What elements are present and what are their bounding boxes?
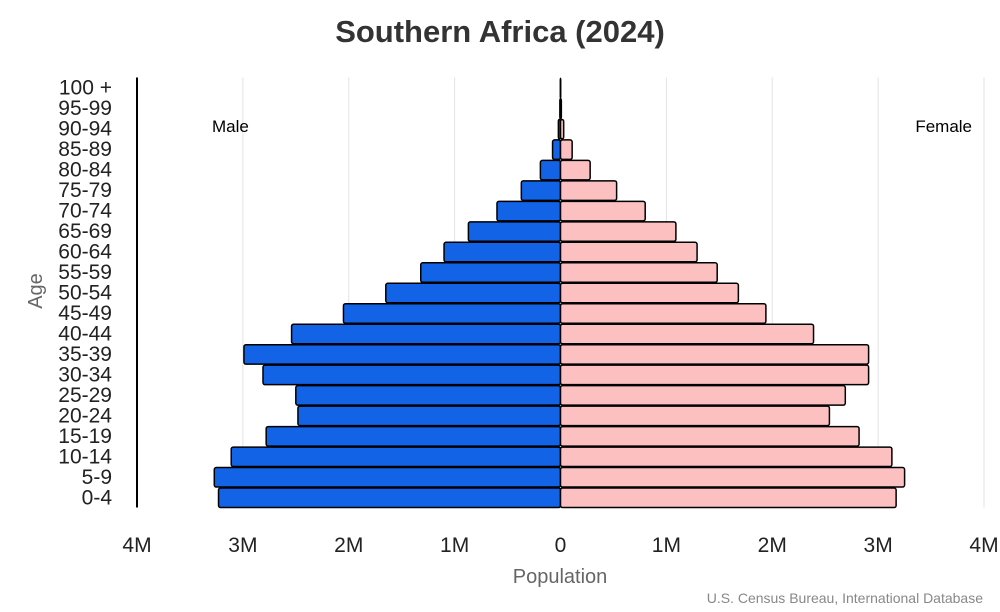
female-bar xyxy=(559,139,573,161)
male-bar xyxy=(243,343,562,365)
x-tick-label: 3M xyxy=(864,534,893,557)
y-tick-label: 95-99 xyxy=(58,97,112,120)
x-tick-label: 0 xyxy=(555,534,567,557)
x-tick-label: 3M xyxy=(228,534,257,557)
male-bar xyxy=(443,241,562,263)
y-tick-label: 15-19 xyxy=(58,425,112,448)
male-bar xyxy=(217,487,562,509)
y-tick-label: 85-89 xyxy=(58,138,112,161)
y-tick-label: 100 + xyxy=(59,77,112,100)
y-tick-label: 20-24 xyxy=(58,404,112,427)
chart-title: Southern Africa (2024) xyxy=(335,14,665,49)
y-tick-label: 90-94 xyxy=(58,118,112,141)
female-bar xyxy=(559,425,860,447)
female-bar xyxy=(559,446,893,468)
y-tick-label: 65-69 xyxy=(58,220,112,243)
female-bar xyxy=(559,262,718,284)
y-tick-label: 45-49 xyxy=(58,302,112,325)
bars xyxy=(213,77,906,509)
female-bar xyxy=(559,118,565,140)
female-bar xyxy=(559,364,870,386)
y-tick-label: 5-9 xyxy=(82,466,112,489)
x-tick-label: 4M xyxy=(969,534,998,557)
female-bar xyxy=(559,466,906,488)
y-tick-label: 80-84 xyxy=(58,159,112,182)
legend-female: Female xyxy=(915,117,972,136)
legend-male: Male xyxy=(212,117,249,136)
x-axis-label: Population xyxy=(513,566,608,588)
x-tick-label: 1M xyxy=(652,534,681,557)
y-tick-label: 40-44 xyxy=(58,322,112,345)
male-bar xyxy=(230,446,562,468)
female-bar xyxy=(559,159,591,181)
female-bar xyxy=(559,323,815,345)
male-bar xyxy=(496,200,562,222)
y-tick-label: 0-4 xyxy=(82,486,113,509)
male-bar xyxy=(262,364,562,386)
male-bar xyxy=(419,262,562,284)
male-bar xyxy=(551,139,562,161)
female-bar xyxy=(559,221,677,243)
y-tick-label: 55-59 xyxy=(58,261,112,284)
male-bar xyxy=(295,384,562,406)
male-bar xyxy=(290,323,562,345)
female-bar xyxy=(559,384,847,406)
female-bar xyxy=(559,487,897,509)
x-tick-label: 2M xyxy=(758,534,787,557)
female-bar xyxy=(559,241,698,263)
female-bar xyxy=(559,343,870,365)
male-bar xyxy=(213,466,562,488)
female-bar xyxy=(559,98,563,120)
female-bar xyxy=(559,302,767,324)
male-bar xyxy=(467,221,562,243)
y-tick-label: 30-34 xyxy=(58,363,112,386)
male-bar xyxy=(385,282,562,304)
y-tick-label: 70-74 xyxy=(58,200,112,223)
y-axis-label: Age xyxy=(25,273,47,309)
x-tick-label: 2M xyxy=(334,534,363,557)
male-bar xyxy=(342,302,562,324)
axes: 4M 3M 2M 1M 0 1M 2M 3M 4M 0-45-910-1415-1920-2425… xyxy=(58,77,998,557)
y-tick-label: 50-54 xyxy=(58,282,112,305)
y-tick-label: 10-14 xyxy=(58,445,112,468)
y-tick-label: 25-29 xyxy=(58,384,112,407)
female-bar xyxy=(559,405,831,427)
source-credit: U.S. Census Bureau, International Databa… xyxy=(707,590,983,606)
y-tick-label: 75-79 xyxy=(58,179,112,202)
male-bar xyxy=(520,180,562,202)
female-bar xyxy=(559,282,740,304)
x-tick-label: 1M xyxy=(440,534,469,557)
female-bar xyxy=(559,200,646,222)
male-bar xyxy=(297,405,562,427)
y-tick-label: 35-39 xyxy=(58,343,112,366)
female-bar xyxy=(559,180,618,202)
male-bar xyxy=(539,159,562,181)
y-tick-label: 60-64 xyxy=(58,241,112,264)
male-bar xyxy=(265,425,562,447)
x-tick-label: 4M xyxy=(122,534,151,557)
